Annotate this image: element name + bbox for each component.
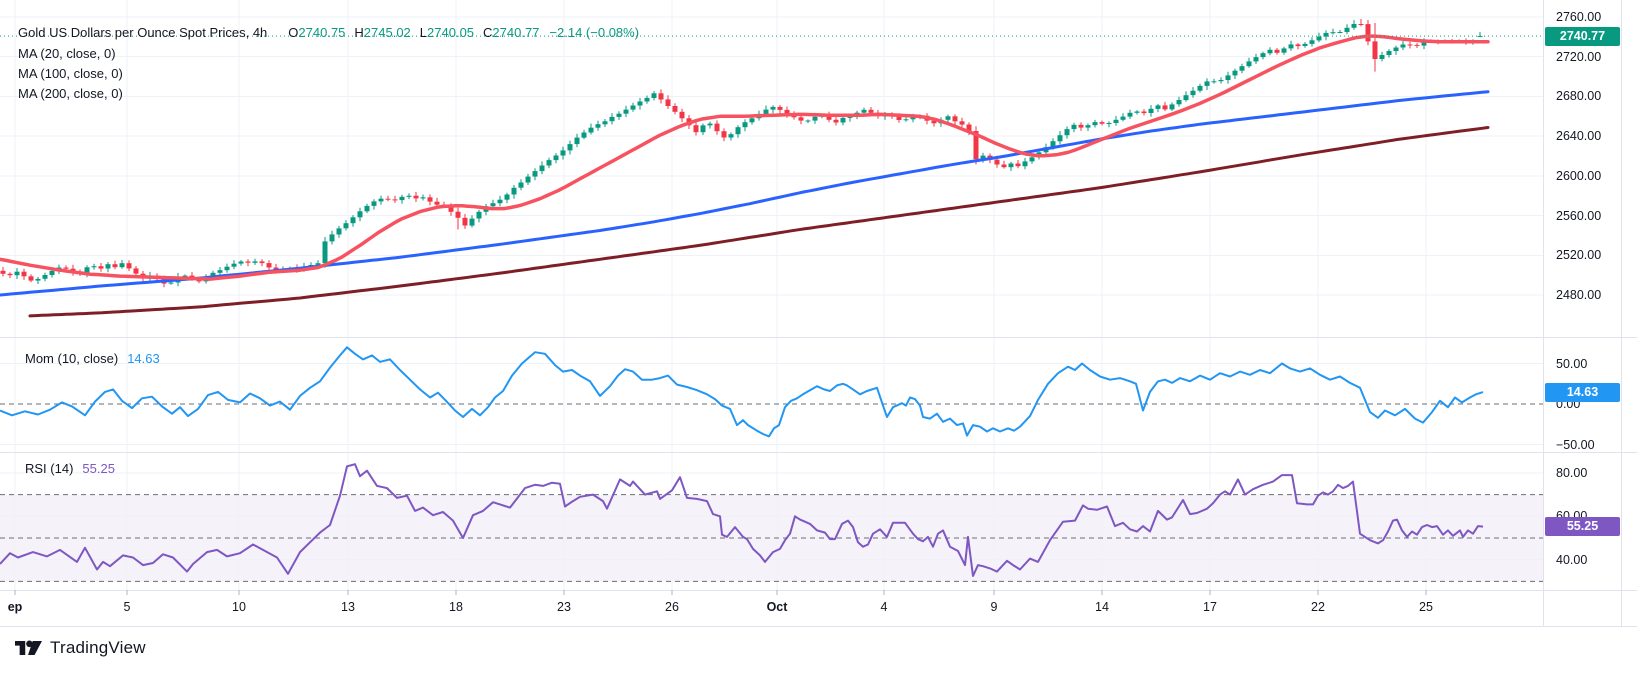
price-axis-label: 2760.00	[1556, 10, 1602, 24]
time-axis-label: 23	[557, 600, 571, 614]
momentum-value-badge: 14.63	[1545, 382, 1620, 402]
time-axis-label: 18	[449, 600, 463, 614]
time-axis-label: ep	[7, 600, 23, 614]
time-axis-label: 13	[341, 600, 355, 614]
ohlc-key: L	[419, 25, 428, 40]
time-axis-label: 9	[990, 600, 998, 614]
legend-ma100-row[interactable]: MA (100, close, 0)	[18, 66, 123, 81]
last-price-badge: 2740.77	[1545, 26, 1620, 46]
price-axis-label: 2600.00	[1556, 168, 1602, 183]
ohlc-key: C	[483, 25, 493, 40]
tradingview-logo[interactable]: TradingView	[15, 637, 146, 659]
ohlc-value: 2745.02	[363, 25, 411, 40]
price-axis-label: 2640.00	[1556, 129, 1602, 144]
rsi-axis-label: 40.00	[1556, 552, 1588, 567]
momentum-axis-label: −50.00	[1556, 437, 1595, 452]
legend-momentum-row[interactable]: Mom (10, close) 14.63	[25, 350, 160, 368]
time-axis-label: 4	[880, 600, 888, 614]
legend-ma20-row[interactable]: MA (20, close, 0)	[18, 46, 116, 61]
time-axis-label: 26	[665, 600, 679, 614]
tradingview-logo-text: TradingView	[50, 638, 146, 657]
ohlc-key: H	[354, 25, 364, 40]
time-axis-label: 10	[232, 600, 246, 614]
time-axis-label: 22	[1311, 600, 1325, 614]
tradingview-logo-icon	[15, 640, 42, 655]
time-axis-label: 14	[1095, 600, 1109, 614]
ohlc-value: 2740.77	[492, 25, 540, 40]
rsi-value-badge: 55.25	[1545, 517, 1620, 537]
price-axis-label: 2720.00	[1556, 49, 1602, 64]
price-axis-label: 2560.00	[1556, 208, 1602, 223]
change-value: −2.14 (−0.08%)	[549, 25, 640, 40]
momentum-label: Mom (10, close)	[25, 351, 119, 366]
momentum-axis-label: 50.00	[1556, 356, 1588, 371]
rsi-axis-label: 80.00	[1556, 465, 1588, 480]
price-axis-label: 2680.00	[1556, 89, 1602, 104]
time-axis-label: 17	[1203, 600, 1217, 614]
symbol-title: Gold US Dollars per Ounce Spot Prices, 4…	[18, 25, 268, 40]
ohlc-key: O	[288, 25, 299, 40]
time-axis[interactable]: ep 5 10 13 18 23 26 Oct 4 9 14 17 22 25	[0, 590, 1543, 627]
time-axis-label: 25	[1419, 600, 1433, 614]
momentum-value: 14.63	[127, 351, 160, 366]
rsi-label: RSI (14)	[25, 461, 74, 476]
ohlc-value: 2740.05	[427, 25, 475, 40]
ohlc-values: O2740.75 H2745.02 L2740.05 C2740.77	[279, 25, 539, 40]
time-axis-label: Oct	[766, 600, 788, 614]
price-axis-label: 2480.00	[1556, 288, 1602, 302]
time-axis-label: 5	[123, 600, 131, 614]
legend-symbol-row[interactable]: Gold US Dollars per Ounce Spot Prices, 4…	[18, 24, 639, 42]
legend-rsi-row[interactable]: RSI (14) 55.25	[25, 460, 115, 478]
price-axis[interactable]: 2760.00 2720.00 2680.00 2640.00 2600.00 2560.…	[1543, 0, 1622, 627]
price-axis-label: 2520.00	[1556, 248, 1602, 263]
ohlc-value: 2740.75	[298, 25, 346, 40]
legend-ma200-row[interactable]: MA (200, close, 0)	[18, 86, 123, 101]
chart-plot-area[interactable]	[0, 0, 1637, 627]
rsi-value: 55.25	[82, 461, 115, 476]
